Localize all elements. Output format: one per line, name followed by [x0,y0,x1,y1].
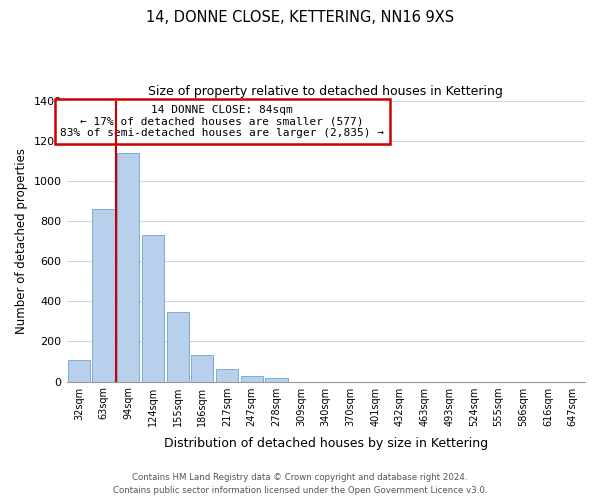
Title: Size of property relative to detached houses in Kettering: Size of property relative to detached ho… [148,85,503,98]
Bar [142,235,164,382]
Bar [68,360,90,382]
Bar [265,378,287,382]
Bar [167,312,189,382]
Bar [241,376,263,382]
Y-axis label: Number of detached properties: Number of detached properties [15,148,28,334]
Text: 14 DONNE CLOSE: 84sqm
← 17% of detached houses are smaller (577)
83% of semi-det: 14 DONNE CLOSE: 84sqm ← 17% of detached … [60,105,384,138]
Bar [92,209,115,382]
Bar [117,152,139,382]
Text: 14, DONNE CLOSE, KETTERING, NN16 9XS: 14, DONNE CLOSE, KETTERING, NN16 9XS [146,10,454,25]
Bar [191,356,214,382]
Text: Contains HM Land Registry data © Crown copyright and database right 2024.
Contai: Contains HM Land Registry data © Crown c… [113,473,487,495]
Bar [216,369,238,382]
X-axis label: Distribution of detached houses by size in Kettering: Distribution of detached houses by size … [164,437,488,450]
